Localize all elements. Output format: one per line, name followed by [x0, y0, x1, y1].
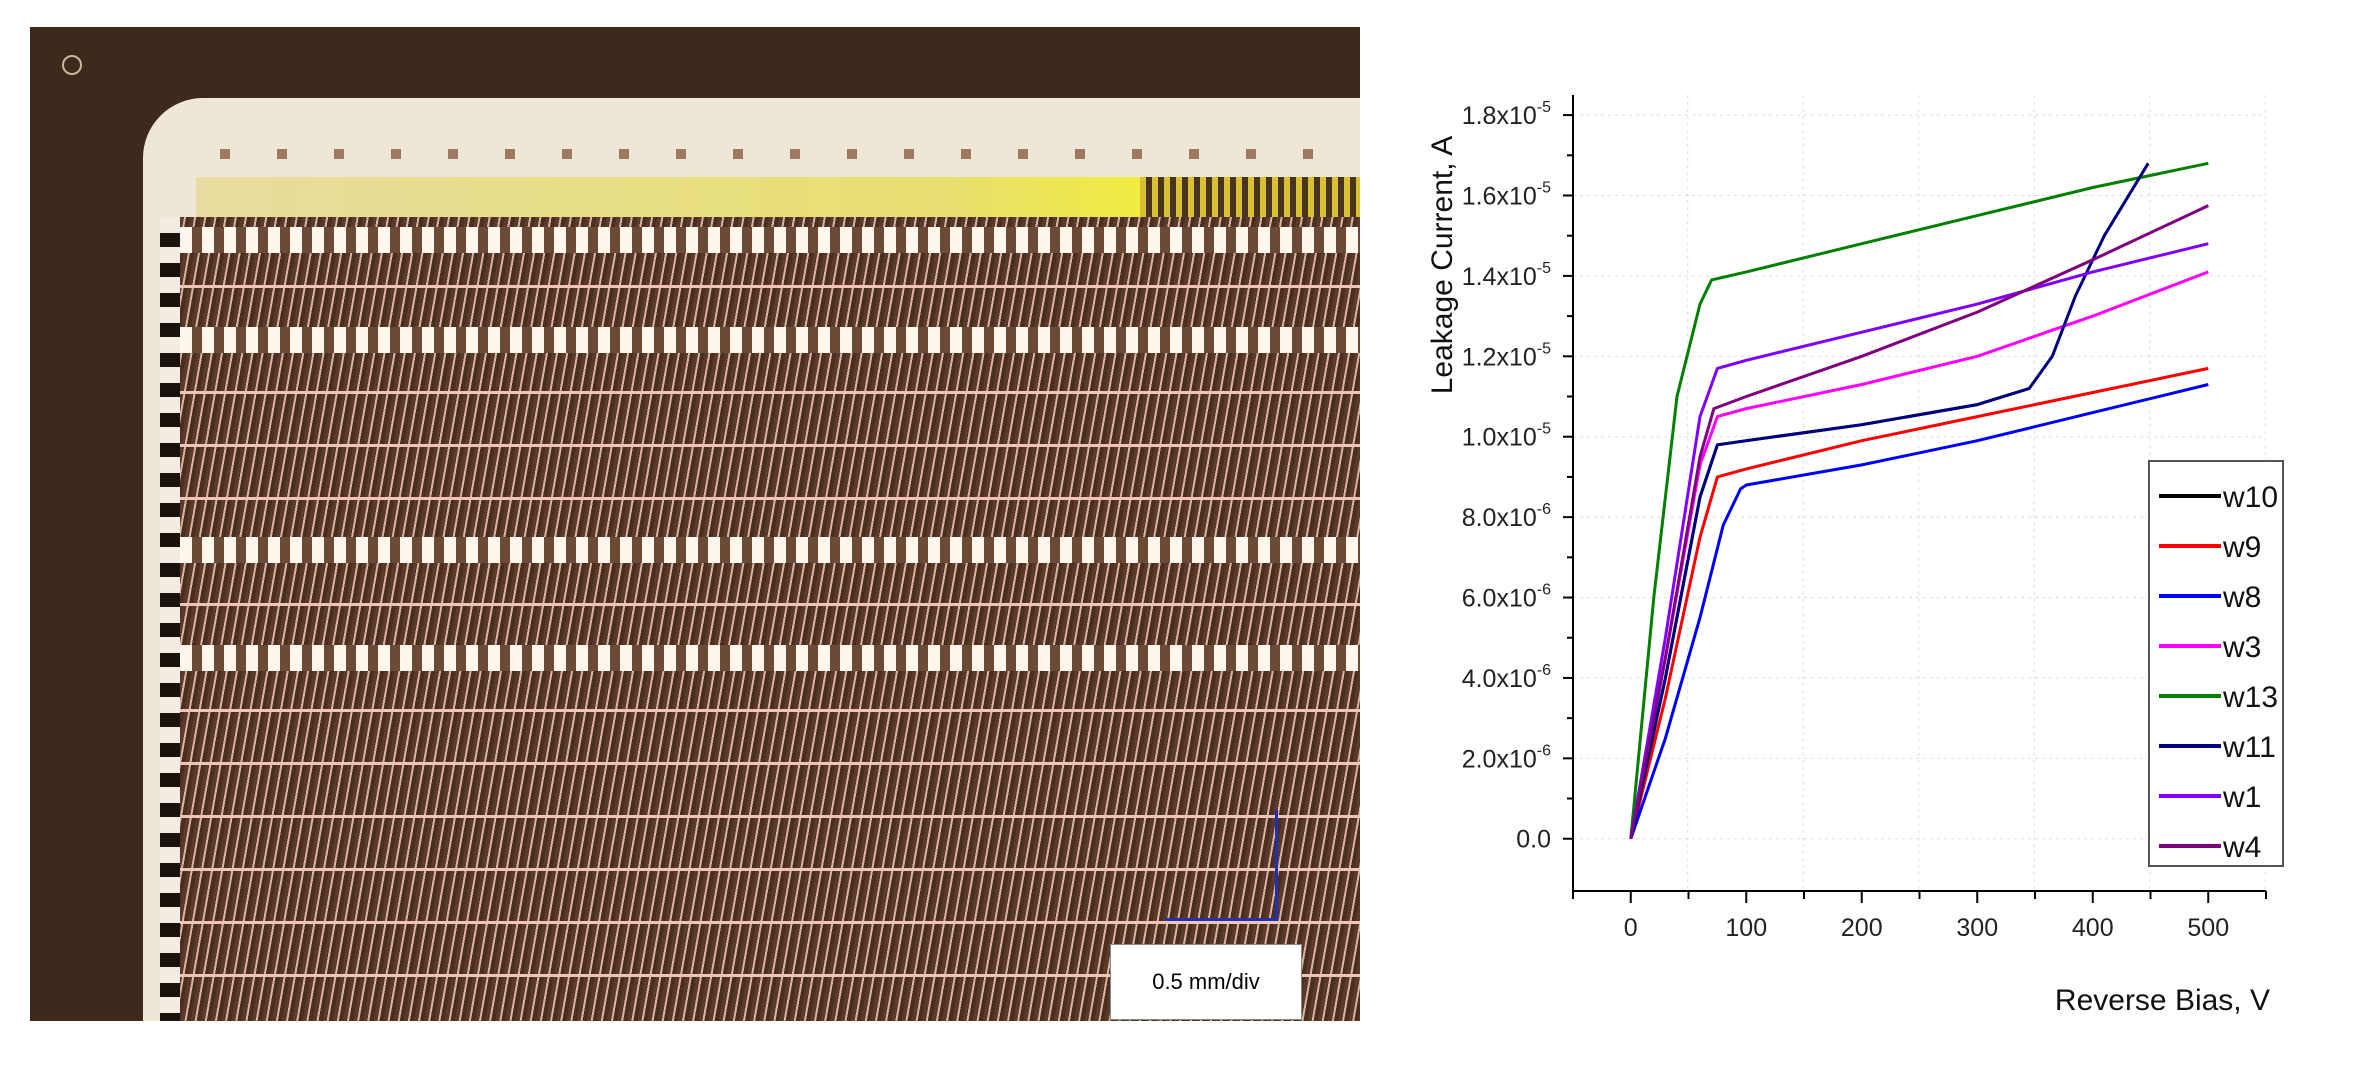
metal-bus-fingers [1140, 177, 1360, 217]
series-line-w3 [1629, 270, 2209, 839]
legend-label-w4: w4 [2222, 831, 2261, 864]
scale-caption: 0.5 mm/div [1110, 944, 1302, 1020]
y-tick-label: 0.0 [1516, 826, 1551, 854]
series-line-w13 [1629, 161, 2209, 839]
y-tick-label: 6.0x10-6 [1462, 582, 1551, 613]
y-axis-title: Leakage Current, A [1426, 136, 1459, 395]
y-tick-label: 1.8x10-5 [1462, 99, 1551, 130]
y-tick-label: 2.0x10-6 [1462, 742, 1551, 773]
pad-row [180, 537, 1360, 563]
x-tick-label: 0 [1624, 914, 1638, 942]
series-line-w10 [1629, 387, 2030, 840]
y-tick-label: 1.0x10-5 [1462, 421, 1551, 452]
x-tick-label: 100 [1725, 914, 1767, 942]
y-tick-label: 1.6x10-5 [1462, 180, 1551, 211]
alignment-mark [62, 55, 82, 75]
legend-label-w10: w10 [2222, 481, 2278, 514]
axes [1563, 95, 2267, 903]
detector-micrograph [30, 27, 1360, 1021]
series-line-w9 [1629, 366, 2209, 840]
pad-row [180, 227, 1360, 253]
legend-box [2148, 460, 2284, 867]
legend-label-w3: w3 [2222, 631, 2261, 664]
series-line-w11 [1629, 162, 2150, 840]
series-lines [1629, 161, 2209, 840]
tick-labels: 0 100 200 300 400 500 0.0 2.0x10-6 4.0x10-6 6.0x1… [1462, 99, 2229, 942]
y-tick-label: 4.0x10-6 [1462, 662, 1551, 693]
y-tick-label: 1.2x10-5 [1462, 340, 1551, 371]
series-line-w8 [1629, 383, 2209, 840]
legend-label-w9: w9 [2222, 531, 2261, 564]
edge-pads [160, 217, 180, 1021]
x-tick-label: 200 [1841, 914, 1883, 942]
pad-row [180, 327, 1360, 353]
legend-label-w1: w1 [2222, 781, 2261, 814]
legend-label-w11: w11 [2222, 731, 2276, 764]
pad-row [180, 645, 1360, 671]
guard-ring-pads [180, 149, 1360, 159]
x-tick-label: 400 [2072, 914, 2114, 942]
y-tick-label: 8.0x10-6 [1462, 501, 1551, 532]
x-tick-label: 500 [2187, 914, 2229, 942]
legend: w10 w9 w8 w3 w13 w11 w1 w4 [2148, 460, 2284, 867]
x-axis-title: Reverse Bias, V [2055, 984, 2270, 1017]
series-line-w1 [1629, 242, 2209, 839]
legend-label-w13: w13 [2222, 681, 2278, 714]
legend-label-w8: w8 [2222, 581, 2261, 614]
series-line-w4 [1629, 204, 2209, 839]
scale-bar-vertical [1275, 810, 1278, 920]
x-tick-label: 300 [1956, 914, 1998, 942]
scale-bar-horizontal [1165, 918, 1278, 921]
metal-bus [196, 177, 1140, 217]
y-tick-label: 1.4x10-5 [1462, 260, 1551, 291]
